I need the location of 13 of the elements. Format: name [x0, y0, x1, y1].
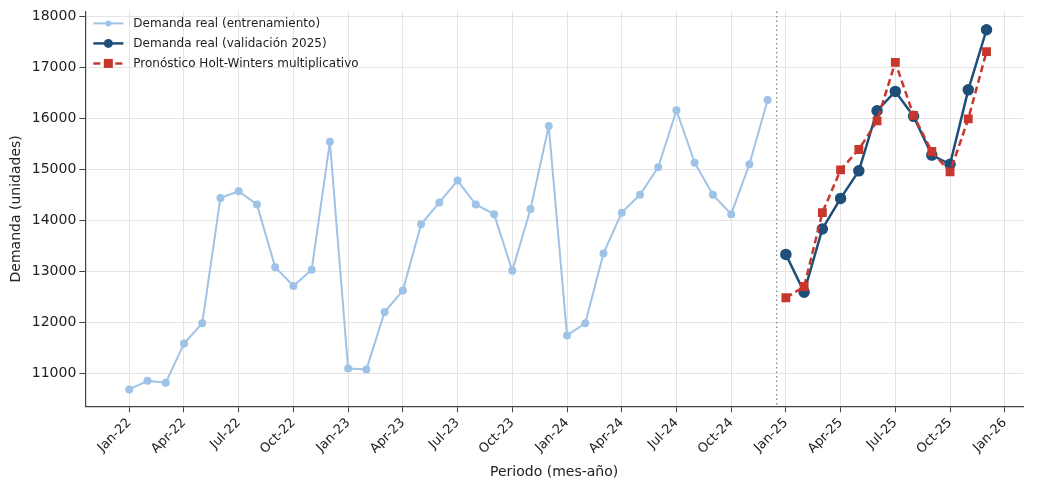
legend-label: Pronóstico Holt-Winters multiplicativo [133, 55, 359, 70]
y-tick-label: 14000 [31, 210, 77, 227]
y-tick-label: 18000 [31, 7, 77, 24]
y-tick-label: 13000 [31, 261, 77, 278]
y-axis-title: Demanda (unidades) [7, 135, 24, 283]
y-tick-label: 12000 [31, 312, 77, 329]
legend-label: Demanda real (validación 2025) [133, 35, 327, 50]
y-tick-label: 15000 [31, 159, 77, 176]
x-axis-title: Periodo (mes-año) [490, 463, 619, 480]
y-tick-label: 16000 [31, 109, 77, 126]
y-tick-label: 11000 [31, 363, 77, 380]
y-tick-label: 17000 [31, 58, 77, 75]
legend-label: Demanda real (entrenamiento) [133, 15, 321, 30]
